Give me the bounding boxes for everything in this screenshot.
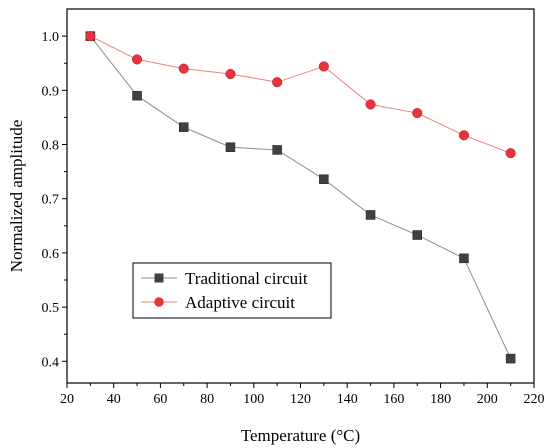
data-point (272, 77, 283, 88)
data-point (505, 148, 516, 159)
series-2 (85, 31, 516, 159)
x-tick-label: 200 (477, 392, 498, 407)
data-point (318, 61, 329, 72)
data-point (459, 253, 469, 264)
y-tick-label: 1.0 (42, 30, 60, 45)
data-point (179, 122, 189, 132)
data-point (225, 142, 236, 152)
x-tick-label: 100 (243, 392, 264, 407)
data-point (132, 54, 143, 65)
data-point (132, 90, 142, 101)
data-point (272, 145, 282, 155)
x-tick-label: 40 (107, 392, 121, 407)
x-tick-label: 60 (153, 392, 167, 407)
series-1 (85, 31, 516, 364)
data-point (225, 68, 236, 80)
y-tick-label: 0.6 (42, 247, 60, 262)
legend-label: Traditional circuit (185, 269, 308, 288)
data-point (505, 353, 516, 364)
data-point (365, 99, 376, 110)
data-point (365, 210, 376, 220)
legend: Traditional circuit Adaptive circuit (132, 262, 332, 319)
data-point (319, 174, 329, 184)
series-layer (85, 31, 516, 364)
legend-label: Adaptive circuit (185, 293, 295, 312)
legend-item: Adaptive circuit (141, 293, 295, 312)
data-point (458, 130, 470, 141)
x-tick-label: 220 (524, 392, 545, 407)
legend-item: Traditional circuit (141, 269, 308, 288)
x-tick-label: 20 (60, 392, 74, 407)
data-point (85, 31, 96, 42)
y-tick-label: 0.8 (42, 139, 60, 154)
legend-marker (154, 273, 164, 283)
plot-frame (66, 8, 535, 384)
y-tick-label: 0.5 (42, 301, 60, 316)
legend-box (132, 262, 332, 319)
x-tick-label: 180 (430, 392, 451, 407)
axes: 20 40 60 80 100 120 140 160 180 200 220 0.4 0.5 0.6 0.… (42, 8, 545, 407)
y-axis-title: Normalized amplitude (7, 120, 26, 272)
data-point (412, 108, 423, 119)
x-tick-label: 140 (337, 392, 358, 407)
series-line (89, 35, 512, 359)
x-axis-title: Temperature (°C) (241, 426, 360, 445)
data-point (412, 230, 422, 240)
x-tick-label: 160 (383, 392, 404, 407)
legend-marker (154, 297, 164, 307)
x-tick-label: 80 (200, 392, 214, 407)
x-tick-label: 120 (290, 392, 311, 407)
series-line (90, 35, 511, 154)
data-point (178, 63, 189, 74)
y-tick-label: 0.9 (42, 84, 60, 99)
y-tick-label: 0.7 (42, 193, 60, 208)
y-tick-label: 0.4 (42, 355, 60, 370)
